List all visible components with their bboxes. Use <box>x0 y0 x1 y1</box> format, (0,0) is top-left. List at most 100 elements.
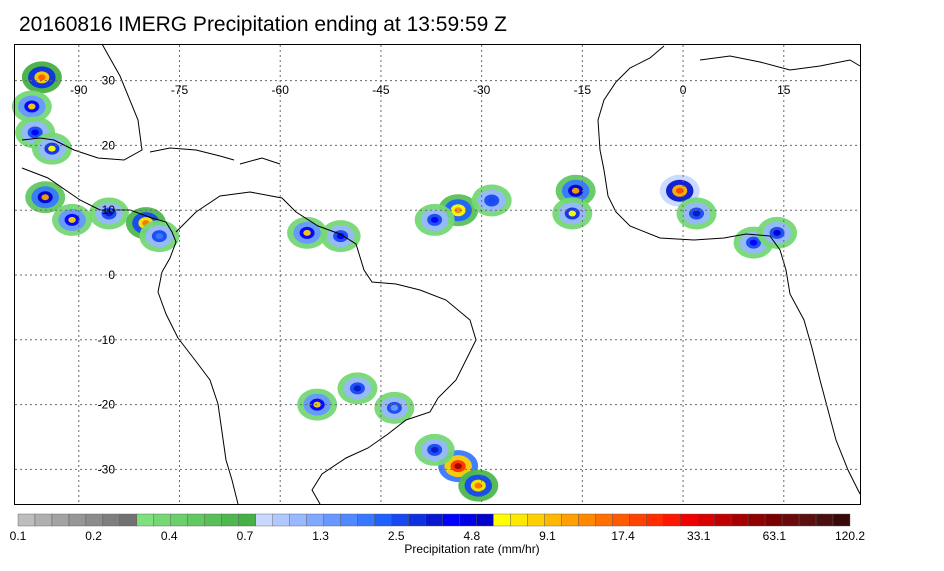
precip-cell-2-ring-3 <box>31 129 39 136</box>
colorbar-swatch-3 <box>68 513 87 527</box>
precip-cell-6-ring-3 <box>105 210 113 217</box>
longitude-labels: -90 -75 -60 -45 -30 -15 0 15 <box>70 83 791 97</box>
colorbar-swatch-36 <box>629 513 647 527</box>
precip-cell-8-ring-3 <box>155 233 164 240</box>
colorbar-swatch-43 <box>747 513 766 527</box>
colorbar-tick-2.5: 2.5 <box>388 529 405 543</box>
precip-cell-13-ring-3 <box>487 197 496 204</box>
colorbar-swatch-35 <box>612 513 630 527</box>
precip-cell-18-ring-3 <box>749 239 758 246</box>
precip-cell-16-ring-3 <box>675 187 684 194</box>
colorbar-swatch-18 <box>323 513 341 527</box>
precip-cell-21-ring-3 <box>353 385 362 392</box>
colorbar-tick-120.2: 120.2 <box>835 529 865 543</box>
colorbar-swatch-4 <box>85 513 104 527</box>
map-title: 20160816 IMERG Precipitation ending at 1… <box>19 13 507 36</box>
colorbar-tick-33.1: 33.1 <box>687 529 711 543</box>
colorbar-swatch-47 <box>815 513 834 527</box>
colorbar-swatch-42 <box>730 513 749 527</box>
lon-label--90: -90 <box>70 83 88 97</box>
lat-label-0: 0 <box>108 268 115 282</box>
coastline-central-america <box>21 167 177 273</box>
colorbar-swatch-40 <box>696 513 715 527</box>
colorbar-swatch-16 <box>289 513 307 527</box>
lat-label-20: 20 <box>102 138 116 152</box>
lon-label--30: -30 <box>473 83 491 97</box>
colorbar-swatch-34 <box>595 513 613 527</box>
colorbar-tick-0.4: 0.4 <box>161 529 178 543</box>
lon-label--75: -75 <box>171 83 189 97</box>
precip-cell-11-ring-3 <box>454 207 462 214</box>
colorbar-swatch-7 <box>136 513 155 527</box>
colorbar-swatch-25 <box>442 513 460 527</box>
colorbar-swatch-6 <box>119 513 138 527</box>
precip-cell-20-ring-3 <box>313 401 321 408</box>
colorbar-swatch-17 <box>306 513 324 527</box>
precip-cell-19-ring-3 <box>773 229 781 236</box>
colorbar-swatch-15 <box>272 513 290 527</box>
precip-cell-23-ring-3 <box>454 463 462 470</box>
colorbar-ticks: 0.1 0.2 0.4 0.7 1.3 2.5 4.8 9.1 17.4 33.1 63.1 120.… <box>10 529 866 543</box>
colorbar-swatch-12 <box>221 513 239 527</box>
colorbar-swatch-46 <box>798 513 817 527</box>
colorbar-swatch-1 <box>34 513 53 527</box>
lon-label--15: -15 <box>574 83 592 97</box>
lat-label-30: 30 <box>102 74 116 88</box>
colorbar-swatch-33 <box>578 513 596 527</box>
colorbar-swatch-0 <box>17 513 36 527</box>
colorbar-swatch-39 <box>680 513 698 527</box>
lon-label--45: -45 <box>372 83 390 97</box>
coastline-south-america-west <box>157 271 239 505</box>
graticule <box>15 45 861 505</box>
precip-cell-15-ring-3 <box>568 210 577 217</box>
precip-cell-24-ring-3 <box>474 482 483 489</box>
colorbar-swatch-30 <box>527 513 545 527</box>
colorbar-tick-0.1: 0.1 <box>10 529 27 543</box>
colorbar-swatch-26 <box>459 513 477 527</box>
colorbar-swatch-19 <box>340 513 358 527</box>
colorbar-label: Precipitation rate (mm/hr) <box>404 542 540 556</box>
lat-label--20: -20 <box>98 398 116 412</box>
colorbar-swatch-20 <box>357 513 375 527</box>
colorbar-tick-9.1: 9.1 <box>539 529 556 543</box>
colorbar-tick-1.3: 1.3 <box>312 529 329 543</box>
coastlines <box>21 43 861 505</box>
map-frame <box>14 44 861 505</box>
colorbar-swatch-9 <box>170 513 188 527</box>
colorbar-swatch-23 <box>408 513 426 527</box>
colorbar-swatch-13 <box>238 513 256 527</box>
colorbar-swatch-28 <box>493 513 511 527</box>
colorbar-swatch-14 <box>255 513 273 527</box>
colorbar-swatch-38 <box>663 513 681 527</box>
colorbar-swatch-44 <box>764 513 783 527</box>
lon-label--60: -60 <box>272 83 290 97</box>
colorbar-swatch-10 <box>187 513 205 527</box>
precip-cell-10-ring-3 <box>336 233 345 240</box>
colorbar-swatch-31 <box>544 513 562 527</box>
precip-cell-0-ring-3 <box>38 74 46 81</box>
colorbar-swatch-22 <box>391 513 409 527</box>
precip-cell-5-ring-3 <box>68 216 76 223</box>
latitude-labels: 30 20 10 0 -10 -20 -30 <box>98 74 116 477</box>
coastline-caribbean-cuba <box>149 147 235 161</box>
colorbar <box>17 513 851 527</box>
precip-cell-22-ring-3 <box>390 404 399 411</box>
colorbar-swatch-27 <box>476 513 494 527</box>
colorbar-swatch-8 <box>153 513 172 527</box>
precip-cell-25-ring-3 <box>430 446 439 453</box>
coastline-north-america <box>21 43 143 161</box>
colorbar-swatch-2 <box>51 513 70 527</box>
colorbar-swatch-41 <box>713 513 732 527</box>
colorbar-swatch-37 <box>646 513 664 527</box>
colorbar-tick-17.4: 17.4 <box>611 529 635 543</box>
colorbar-tick-0.7: 0.7 <box>237 529 254 543</box>
colorbar-swatch-21 <box>374 513 392 527</box>
lon-label-15: 15 <box>777 83 791 97</box>
precip-cell-12-ring-3 <box>430 216 439 223</box>
precip-cell-4-ring-3 <box>41 194 49 201</box>
coastline-hispaniola <box>239 157 281 165</box>
coastline-south-america <box>175 191 477 505</box>
colorbar-swatch-45 <box>781 513 800 527</box>
colorbar-swatch-32 <box>561 513 579 527</box>
